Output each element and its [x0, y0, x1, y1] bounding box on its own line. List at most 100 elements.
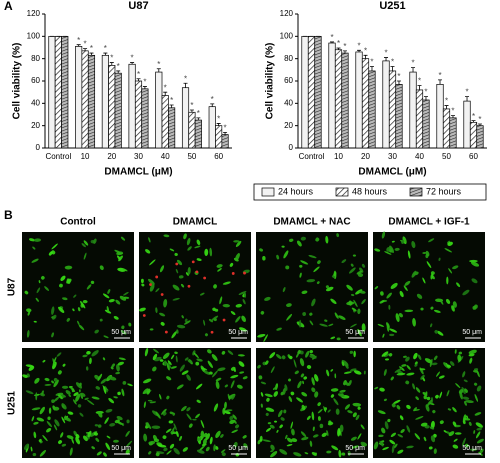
cell [399, 415, 404, 421]
cell [87, 430, 92, 438]
bar [141, 88, 149, 149]
cell [153, 438, 160, 443]
cell [225, 409, 233, 412]
cell [444, 248, 453, 253]
cell [344, 404, 351, 410]
cell [380, 291, 384, 296]
cell [308, 255, 317, 259]
cell [469, 448, 477, 451]
error-bar [450, 115, 455, 118]
cell [468, 349, 477, 355]
cell [239, 371, 245, 374]
bar [442, 108, 451, 149]
cell [67, 411, 74, 415]
cell [31, 258, 39, 263]
cell [25, 390, 34, 395]
cell [115, 299, 121, 305]
cell [283, 250, 289, 259]
cell [350, 323, 357, 328]
cell [431, 274, 435, 280]
cell [300, 236, 306, 241]
cell [285, 265, 290, 270]
significance-marker: * [77, 36, 80, 45]
cell [452, 301, 457, 308]
cell [465, 443, 469, 448]
cell [75, 382, 83, 389]
cell [319, 323, 328, 327]
cell [235, 424, 240, 429]
significance-marker: * [117, 62, 120, 71]
cell [461, 386, 466, 395]
cell [65, 390, 71, 395]
cell [347, 450, 351, 457]
cell [462, 371, 466, 378]
x-tick-label: 20 [107, 152, 116, 161]
cell [383, 369, 387, 376]
dead-cell [203, 276, 207, 280]
cell [66, 435, 74, 440]
cell [148, 440, 156, 445]
cell [457, 354, 462, 362]
error-bar [89, 52, 94, 56]
cell [192, 418, 197, 421]
cell [262, 361, 266, 366]
cell [377, 323, 385, 327]
cell [168, 420, 174, 424]
cell [260, 392, 264, 397]
cell [57, 394, 63, 400]
bar [415, 89, 424, 149]
cell [360, 424, 365, 430]
cell [194, 245, 201, 249]
cell [352, 402, 362, 407]
error-bar [196, 117, 201, 121]
scale-bar-label: 50 μm [462, 329, 482, 336]
cell [97, 424, 102, 428]
y-tick-label: 80 [284, 54, 293, 63]
cell [157, 444, 167, 448]
cell [388, 353, 393, 357]
cell [386, 322, 390, 329]
cell [374, 286, 379, 290]
significance-marker: * [84, 40, 87, 49]
cell [83, 252, 87, 260]
cell [300, 260, 309, 265]
scale-bar-label: 50 μm [228, 329, 248, 336]
cell [235, 303, 243, 308]
cell [406, 445, 414, 449]
cell [270, 450, 274, 453]
cell [439, 391, 443, 399]
cell [379, 387, 385, 392]
cell [125, 440, 133, 448]
cell [290, 391, 295, 396]
micrograph-background [256, 348, 368, 458]
cell [113, 315, 119, 320]
cell [35, 392, 38, 401]
cell [348, 267, 356, 274]
cell [33, 238, 42, 242]
error-bar [109, 62, 114, 66]
cell [51, 380, 55, 384]
cell [175, 355, 178, 363]
cell [464, 400, 474, 404]
cell [203, 319, 206, 326]
cell [46, 427, 52, 433]
cell [355, 414, 360, 421]
cell [108, 397, 115, 404]
cell [438, 375, 445, 379]
cell [363, 370, 366, 375]
cell [139, 307, 146, 312]
cell [203, 432, 208, 438]
error-bar [438, 79, 443, 85]
cell [22, 374, 28, 378]
error-bar [130, 62, 135, 65]
significance-marker: * [370, 58, 373, 67]
cell [476, 427, 483, 431]
cell [273, 391, 278, 397]
cell [93, 238, 97, 244]
cell [81, 243, 86, 248]
cell [125, 430, 130, 437]
cell [411, 241, 416, 249]
cell [241, 315, 246, 323]
cell [149, 328, 154, 331]
cell [169, 248, 175, 252]
